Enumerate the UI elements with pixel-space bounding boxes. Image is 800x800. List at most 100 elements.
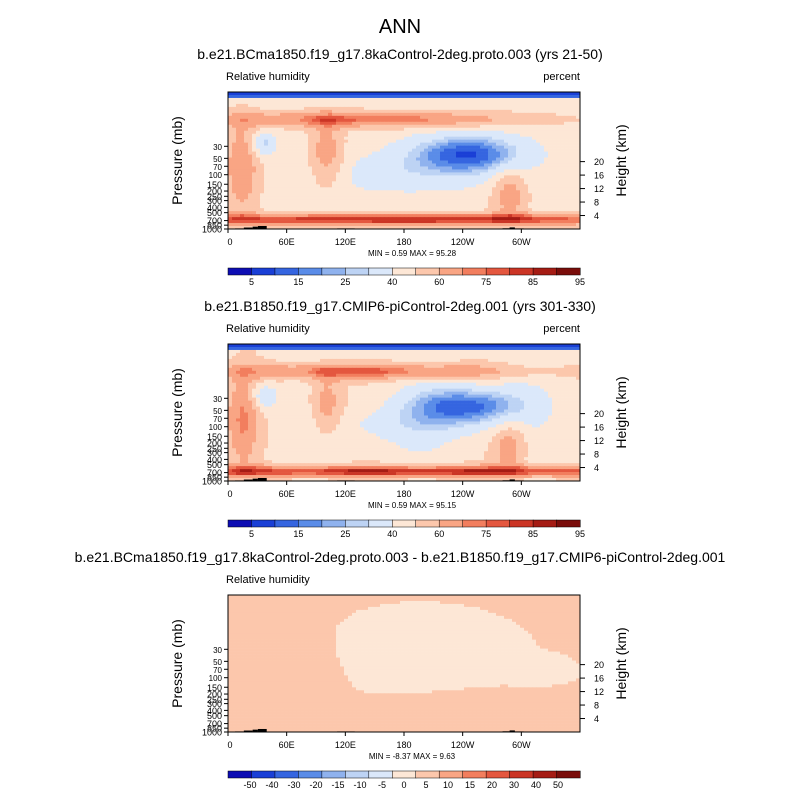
contour-cell [376, 100, 381, 105]
contour-cell [368, 92, 373, 96]
contour-cell [536, 346, 541, 351]
contour-cell [260, 100, 265, 105]
contour-cell [544, 211, 549, 215]
contour-cell [556, 178, 561, 182]
contour-cell [228, 211, 233, 215]
contour-cell [308, 118, 313, 123]
contour-cell [568, 344, 573, 348]
contour-cell [324, 109, 329, 114]
contour-cell [316, 349, 321, 354]
contour-cell [276, 121, 281, 126]
contour-cell [492, 166, 497, 170]
contour-cell [340, 199, 345, 203]
contour-cell [256, 196, 261, 200]
contour-cell [504, 139, 509, 143]
contour-cell [352, 148, 357, 152]
contour-cell [332, 97, 337, 102]
contour-cell [524, 103, 529, 108]
contour-cell [484, 355, 489, 360]
contour-cell [268, 190, 273, 194]
contour-cell [420, 124, 425, 129]
colorbar-label: 15 [293, 277, 303, 287]
contour-cell [256, 112, 261, 117]
pressure-tick-label: 500 [207, 208, 222, 218]
contour-cell [408, 124, 413, 129]
contour-cell [512, 136, 517, 140]
contour-cell [360, 154, 365, 158]
contour-cell [304, 220, 309, 224]
contour-cell [292, 136, 297, 140]
contour-cell [500, 202, 505, 206]
contour-cell [268, 94, 273, 99]
contour-cell [368, 118, 373, 123]
contour-cell [436, 112, 441, 117]
contour-cell [332, 142, 337, 146]
contour-cell [352, 193, 357, 197]
contour-cell [328, 166, 333, 170]
contour-cell [440, 130, 445, 134]
contour-cell [292, 352, 297, 357]
contour-cell [320, 118, 325, 123]
contour-cell [476, 355, 481, 360]
contour-cell [464, 160, 469, 164]
contour-cell [368, 202, 373, 206]
contour-cell [412, 92, 417, 96]
contour-cell [576, 109, 581, 114]
contour-cell [396, 358, 401, 363]
contour-cell [248, 121, 253, 126]
contour-cell [572, 136, 577, 140]
contour-cell [516, 163, 521, 167]
contour-cell [512, 115, 517, 120]
contour-cell [508, 187, 513, 191]
contour-cell [452, 370, 457, 375]
contour-cell [288, 148, 293, 152]
contour-cell [508, 145, 513, 149]
contour-cell [432, 148, 437, 152]
contour-cell [232, 220, 237, 224]
contour-cell [552, 97, 557, 102]
contour-cell [412, 199, 417, 203]
contour-cell [324, 136, 329, 140]
contour-cell [576, 100, 581, 105]
contour-cell [376, 178, 381, 182]
contour-cell [348, 190, 353, 194]
contour-cell [272, 178, 277, 182]
contour-cell [236, 124, 241, 129]
contour-cell [280, 160, 285, 164]
contour-cell [560, 154, 565, 158]
contour-cell [512, 352, 517, 357]
contour-cell [352, 346, 357, 351]
contour-cell [412, 109, 417, 114]
contour-cell [240, 124, 245, 129]
contour-cell [228, 124, 233, 129]
contour-cell [280, 370, 285, 375]
contour-cell [308, 157, 313, 161]
contour-cell [252, 352, 257, 357]
contour-cell [372, 97, 377, 102]
contour-cell [272, 344, 277, 348]
contour-cell [532, 187, 537, 191]
contour-cell [296, 355, 301, 360]
contour-cell [376, 208, 381, 212]
contour-cell [500, 92, 505, 96]
contour-cell [456, 172, 461, 176]
contour-cell [424, 112, 429, 117]
contour-cell [500, 133, 505, 137]
contour-cell [508, 184, 513, 188]
contour-cell [484, 367, 489, 372]
contour-cell [296, 208, 301, 212]
contour-cell [496, 106, 501, 111]
contour-cell [368, 220, 373, 224]
contour-cell [500, 172, 505, 176]
contour-cell [240, 94, 245, 99]
contour-cell [504, 358, 509, 363]
contour-cell [576, 160, 581, 164]
contour-cell [320, 202, 325, 206]
contour-cell [312, 118, 317, 123]
contour-cell [232, 364, 237, 369]
contour-cell [548, 169, 553, 173]
contour-cell [248, 175, 253, 179]
contour-cell [304, 169, 309, 173]
contour-cell [260, 121, 265, 126]
contour-cell [288, 109, 293, 114]
